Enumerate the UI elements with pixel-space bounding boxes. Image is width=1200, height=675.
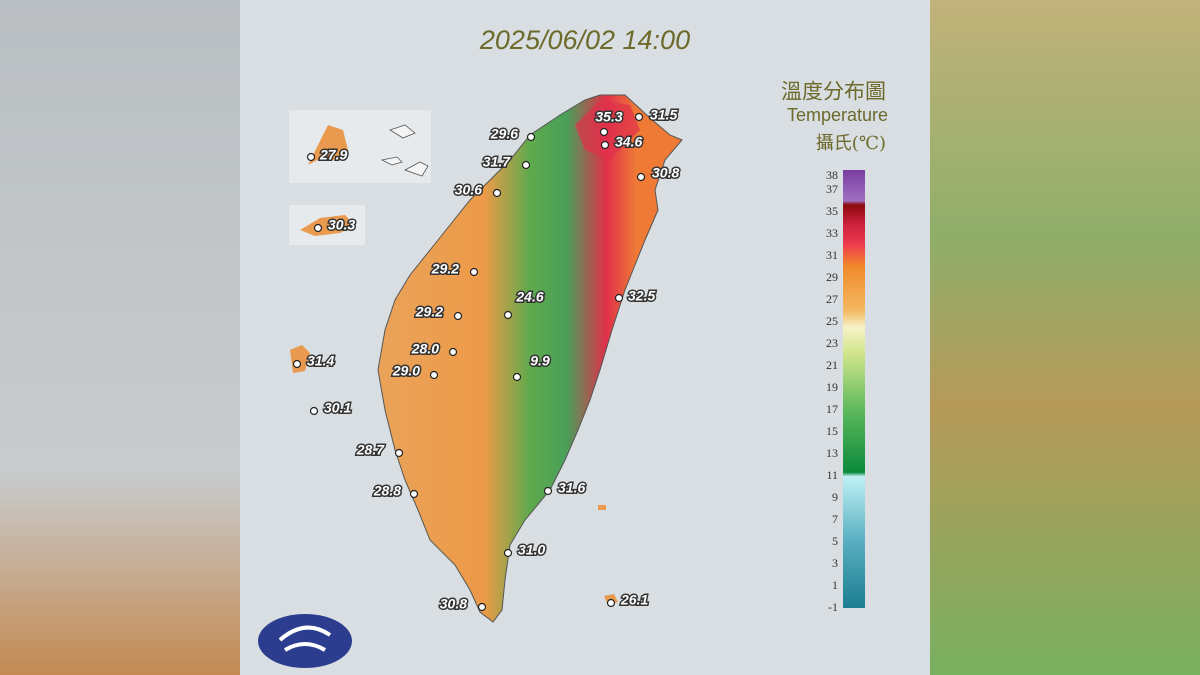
station-label: 30.8 [652, 165, 679, 181]
station-label: 30.8 [440, 596, 467, 612]
station-dot [306, 152, 316, 162]
colorbar [843, 170, 865, 608]
logo-mark [278, 625, 332, 652]
island [308, 125, 348, 165]
station-label: 26.1 [620, 592, 648, 608]
legend-tick: 33 [826, 226, 838, 240]
station-label: 29.2 [431, 261, 459, 277]
island [300, 215, 355, 236]
station-label: 31.6 [558, 480, 585, 496]
station-dot [543, 486, 553, 496]
station-dot [309, 406, 319, 416]
legend-unit: 攝氏(℃) [816, 133, 886, 154]
legend-tick: 1 [832, 578, 838, 592]
legend-tick: 5 [832, 534, 838, 548]
station-label: 35.3 [595, 109, 622, 125]
overlay: 38373533312927252321191715131197531-135.… [292, 105, 838, 614]
station-label: 9.9 [530, 353, 550, 369]
legend-tick: 35 [826, 204, 838, 218]
legend-tick: 29 [826, 270, 838, 284]
legend-tick: 19 [826, 380, 838, 394]
station-label: 34.6 [615, 134, 642, 150]
station-dot [313, 223, 323, 233]
station-label: 29.2 [415, 304, 443, 320]
station-dot [614, 293, 624, 303]
station-dot [636, 172, 646, 182]
station-label: 31.7 [483, 154, 511, 170]
station-dot [492, 188, 502, 198]
legend-tick: 11 [826, 468, 838, 482]
station-dot [503, 310, 513, 320]
station-label: 30.1 [324, 400, 351, 416]
station-dot [477, 602, 487, 612]
legend-tick: 9 [832, 490, 838, 504]
station-dot [409, 489, 419, 499]
legend-tick: 17 [826, 402, 838, 416]
legend-tick: 3 [832, 556, 838, 570]
logo [258, 614, 352, 668]
legend-tick: 27 [826, 292, 838, 306]
legend-tick: -1 [828, 600, 838, 614]
station-label: 28.0 [411, 341, 439, 357]
station-dot [453, 311, 463, 321]
station-dot [526, 132, 536, 142]
station-label: 24.6 [515, 289, 543, 305]
map-title: 2025/06/02 14:00 [479, 25, 690, 55]
legend-tick: 37 [826, 182, 838, 196]
legend-tick: 21 [826, 358, 838, 372]
legend-tick: 31 [826, 248, 838, 262]
legend-tick: 15 [826, 424, 838, 438]
legend-tick: 7 [832, 512, 838, 526]
legend-title: 溫度分布圖 [781, 80, 886, 104]
station-dot [503, 548, 513, 558]
legend-tick: 13 [826, 446, 838, 460]
station-dot [521, 160, 531, 170]
legend-tick: 38 [826, 168, 838, 182]
station-dot [512, 372, 522, 382]
station-dot [292, 359, 302, 369]
station-label: 31.0 [518, 542, 545, 558]
station-dot [448, 347, 458, 357]
station-label: 28.8 [373, 483, 401, 499]
station-label: 32.5 [628, 288, 655, 304]
station-label: 30.3 [328, 217, 355, 233]
station-label: 28.7 [356, 442, 385, 458]
legend-subtitle: Temperature [787, 105, 888, 125]
station-label: 30.6 [455, 182, 482, 198]
station-dot [600, 140, 610, 150]
station-label: 29.6 [490, 126, 518, 142]
station-dot [469, 267, 479, 277]
station-label: 31.4 [307, 353, 334, 369]
legend-tick: 25 [826, 314, 838, 328]
legend-tick: 23 [826, 336, 838, 350]
blurred-left [0, 0, 240, 675]
island [380, 124, 429, 177]
station-label: 27.9 [319, 147, 347, 163]
station-dot [429, 370, 439, 380]
station-dot [634, 112, 644, 122]
taiwan-island [377, 94, 683, 623]
station-dot [394, 448, 404, 458]
station-dot [599, 127, 609, 137]
station-label: 31.5 [650, 107, 677, 123]
station-dot [606, 598, 616, 608]
blurred-right [930, 0, 1200, 675]
station-label: 29.0 [392, 363, 420, 379]
